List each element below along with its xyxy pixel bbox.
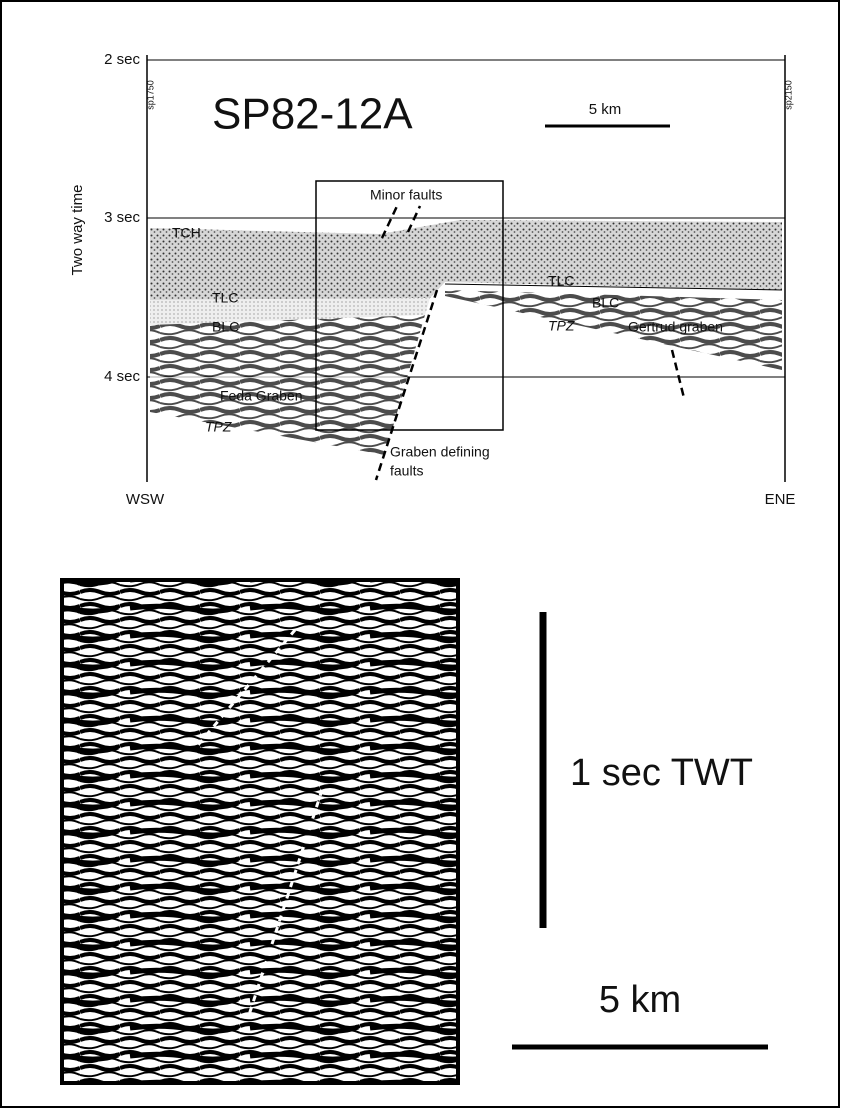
scale-label: 5 km <box>589 101 622 118</box>
axis-title: Two way time <box>69 185 86 276</box>
time-label: 3 sec <box>104 209 140 226</box>
shotpoint: sp1750 <box>145 80 155 110</box>
layer-label: Gertrud graben <box>628 319 723 335</box>
direction: ENE <box>765 491 796 508</box>
time-label: 4 sec <box>104 368 140 385</box>
annotation: faults <box>390 463 423 479</box>
layer-label: BLC <box>212 319 239 335</box>
layers <box>150 220 783 455</box>
shotpoint: sp2150 <box>783 80 793 110</box>
annotation: Minor faults <box>370 187 442 203</box>
annotation: Graben defining <box>390 444 490 460</box>
direction: WSW <box>126 491 165 508</box>
scale-label: 1 sec TWT <box>570 752 753 794</box>
faults <box>374 203 686 481</box>
scale-label: 5 km <box>599 979 681 1021</box>
seismic-image <box>60 578 460 1085</box>
layer-label: BLC <box>592 295 619 311</box>
time-label: 2 sec <box>104 51 140 68</box>
detail-faults <box>196 629 324 1019</box>
layer-label: TCH <box>172 225 201 241</box>
layer-label: TLC <box>212 290 238 306</box>
layer-label: TLC <box>548 273 574 289</box>
detail-box <box>315 180 504 431</box>
section-title: SP82-12A <box>212 90 413 139</box>
layer-label: Feda Graben <box>220 388 303 404</box>
layer-label: TPZ <box>548 318 575 334</box>
layer-label: TPZ <box>205 419 232 435</box>
